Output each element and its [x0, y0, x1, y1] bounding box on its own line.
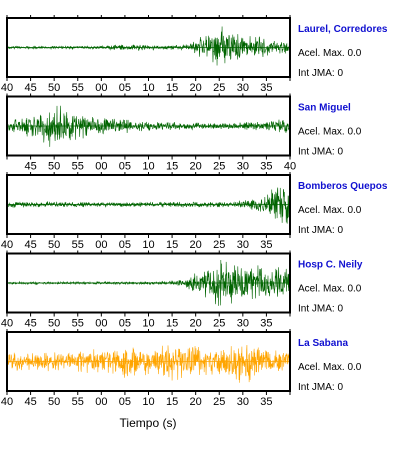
x-tick-label: 40 [1, 318, 13, 330]
x-axis-label: Tiempo (s) [120, 416, 177, 430]
x-tick-label: 00 [95, 161, 107, 173]
x-tick-label: 25 [213, 396, 225, 408]
jma-intensity-label: Int JMA: 0 [298, 68, 343, 79]
jma-intensity-label: Int JMA: 0 [298, 304, 343, 315]
waveform-trace [6, 105, 291, 147]
x-tick-label: 20 [190, 318, 202, 330]
x-tick-label: 25 [213, 318, 225, 330]
x-tick-label: 50 [48, 396, 60, 408]
panel: 40 45 50 55 00 05 10 15 20 25 30 35 Laurel, Corredor… [1, 15, 388, 94]
jma-intensity-label: Int JMA: 0 [298, 147, 343, 158]
x-tick-label: 40 [284, 161, 296, 173]
x-tick-label: 35 [260, 82, 272, 94]
x-tick-label: 50 [48, 239, 60, 251]
x-tick-label: 50 [48, 161, 60, 173]
station-name: Laurel, Corredores [298, 24, 388, 35]
x-tick-label: 20 [190, 396, 202, 408]
peak-acceleration-label: Acel. Max. 0.0 [298, 127, 362, 138]
x-tick-label: 35 [260, 318, 272, 330]
x-tick-label: 30 [237, 396, 249, 408]
x-tick-label: 05 [119, 239, 131, 251]
panel: 40 45 50 55 00 05 10 15 20 25 30 35 Bomberos Quepos A… [1, 172, 388, 251]
x-tick-label: 05 [119, 318, 131, 330]
panel: 45 50 55 00 05 10 15 20 25 30 35 40 San Miguel Acel. … [6, 93, 362, 173]
peak-acceleration-label: Acel. Max. 0.0 [298, 284, 362, 295]
panel: 40 45 50 55 00 05 10 15 20 25 30 35 Hosp C. Neily Ace… [1, 250, 363, 330]
x-tick-label: 45 [24, 161, 36, 173]
x-tick-label: 55 [72, 318, 84, 330]
x-tick-label: 30 [237, 82, 249, 94]
x-tick-label: 10 [142, 161, 154, 173]
x-tick-label: 10 [142, 82, 154, 94]
x-tick-label: 20 [190, 82, 202, 94]
station-name: San Miguel [298, 103, 351, 114]
x-tick-label: 00 [95, 396, 107, 408]
waveform-trace [6, 187, 291, 226]
x-tick-label: 10 [142, 396, 154, 408]
x-tick-label: 40 [1, 396, 13, 408]
panel: 40 45 50 55 00 05 10 15 20 25 30 35 La Sabana Acel. M… [1, 329, 362, 408]
x-tick-label: 55 [72, 82, 84, 94]
x-tick-label: 30 [237, 239, 249, 251]
x-tick-label: 25 [213, 239, 225, 251]
x-tick-label: 00 [95, 318, 107, 330]
x-tick-label: 35 [260, 396, 272, 408]
jma-intensity-label: Int JMA: 0 [298, 382, 343, 393]
peak-acceleration-label: Acel. Max. 0.0 [298, 362, 362, 373]
waveform-trace [6, 26, 291, 66]
x-tick-label: 05 [119, 161, 131, 173]
x-tick-label: 45 [24, 396, 36, 408]
x-tick-label: 40 [1, 239, 13, 251]
x-tick-label: 55 [72, 239, 84, 251]
x-tick-label: 35 [260, 239, 272, 251]
x-tick-label: 25 [213, 161, 225, 173]
x-tick-label: 45 [24, 318, 36, 330]
x-tick-label: 30 [237, 318, 249, 330]
x-tick-label: 25 [213, 82, 225, 94]
x-tick-label: 55 [72, 396, 84, 408]
x-tick-label: 15 [166, 239, 178, 251]
x-tick-label: 00 [95, 239, 107, 251]
x-tick-label: 05 [119, 82, 131, 94]
x-tick-label: 10 [142, 239, 154, 251]
x-tick-label: 20 [190, 239, 202, 251]
x-tick-label: 15 [166, 82, 178, 94]
station-name: Hosp C. Neily [298, 260, 363, 271]
peak-acceleration-label: Acel. Max. 0.0 [298, 48, 362, 59]
x-tick-label: 40 [1, 82, 13, 94]
x-tick-label: 30 [237, 161, 249, 173]
station-name: La Sabana [298, 338, 348, 349]
x-tick-label: 15 [166, 318, 178, 330]
x-tick-label: 20 [190, 161, 202, 173]
x-tick-label: 00 [95, 82, 107, 94]
jma-intensity-label: Int JMA: 0 [298, 225, 343, 236]
x-tick-label: 45 [24, 82, 36, 94]
x-tick-label: 35 [260, 161, 272, 173]
waveform-trace [6, 344, 291, 383]
x-tick-label: 50 [48, 82, 60, 94]
x-tick-label: 55 [72, 161, 84, 173]
peak-acceleration-label: Acel. Max. 0.0 [298, 205, 362, 216]
x-tick-label: 10 [142, 318, 154, 330]
x-tick-label: 45 [24, 239, 36, 251]
x-tick-label: 50 [48, 318, 60, 330]
station-name: Bomberos Quepos [298, 181, 388, 192]
x-tick-label: 05 [119, 396, 131, 408]
x-tick-label: 15 [166, 396, 178, 408]
x-tick-label: 15 [166, 161, 178, 173]
panels-group: 40 45 50 55 00 05 10 15 20 25 30 35 Laurel, Corredor… [1, 15, 388, 408]
